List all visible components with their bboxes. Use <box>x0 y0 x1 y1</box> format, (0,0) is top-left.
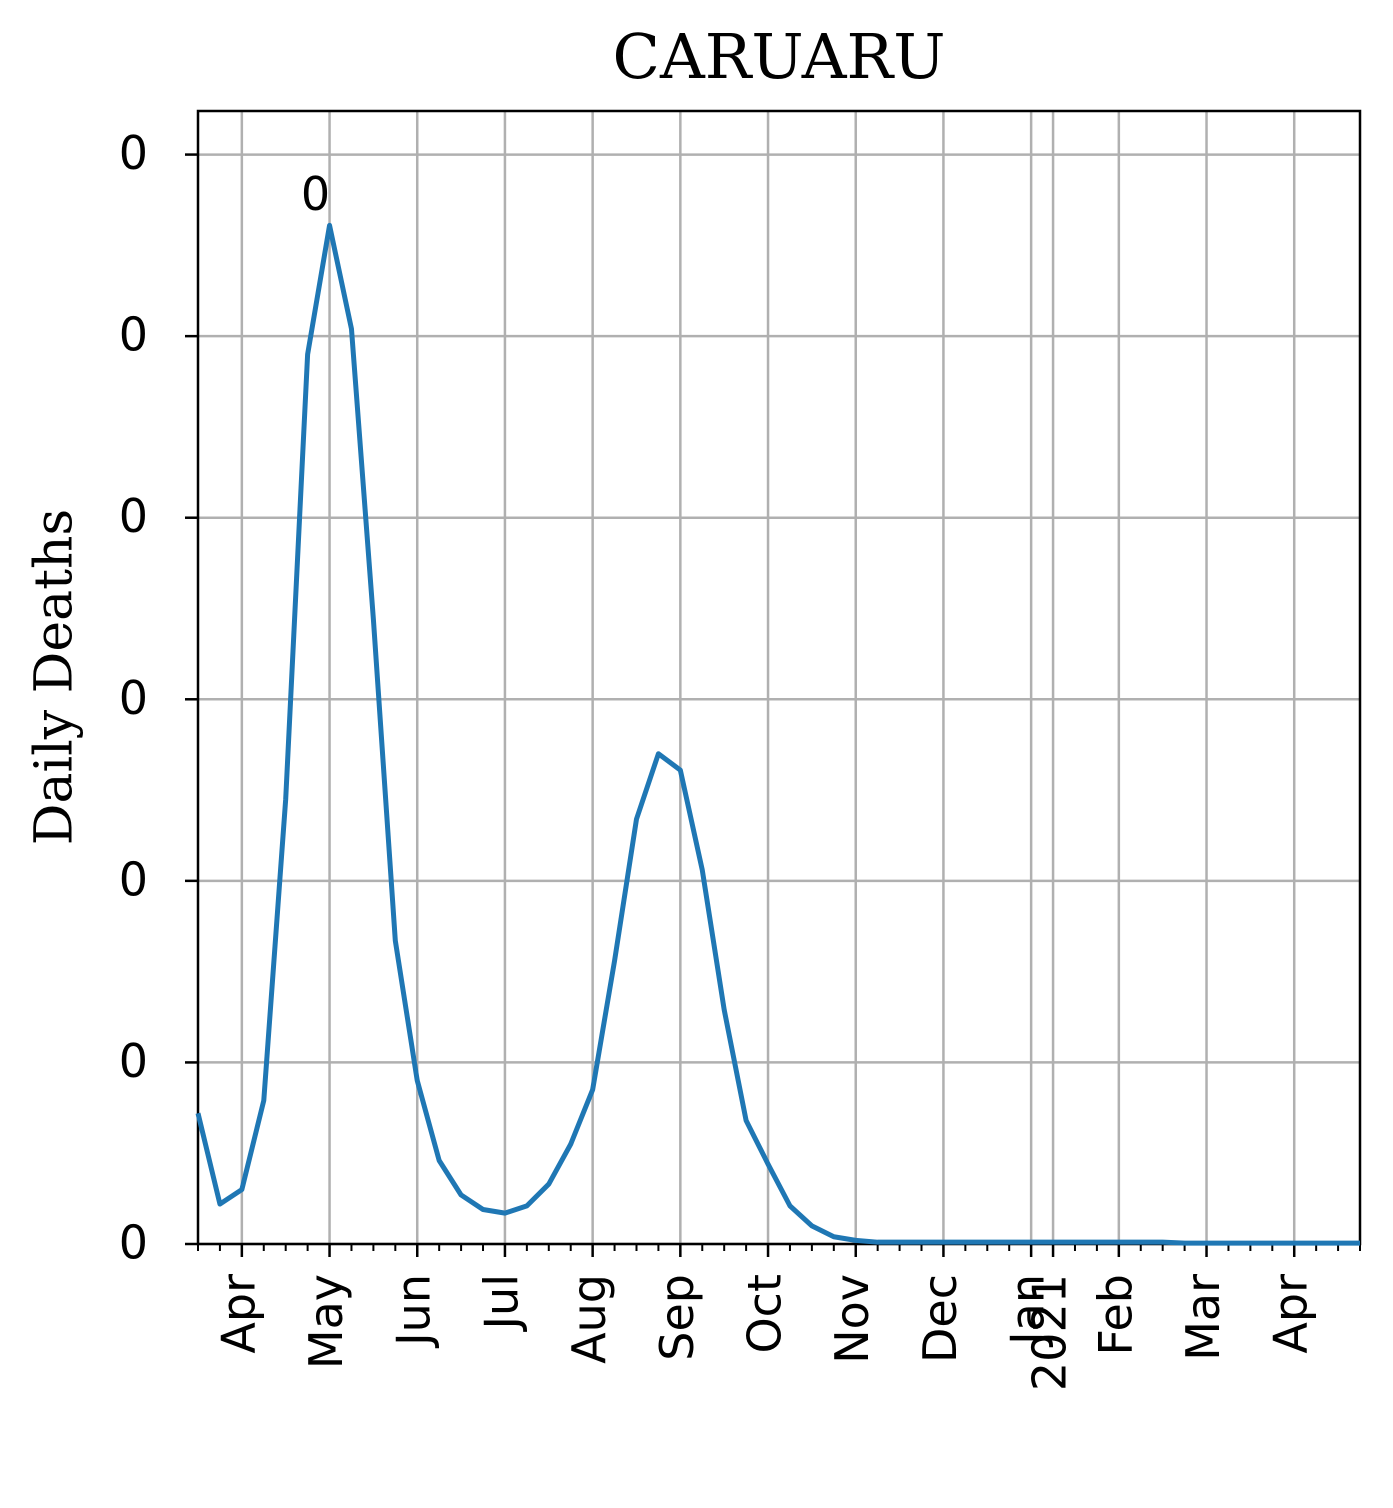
y-tick-label: 0 <box>119 852 148 906</box>
line-series <box>195 222 1360 1246</box>
x-tick-label: Nov <box>825 1274 879 1364</box>
y-tick-label: 0 <box>119 1216 148 1270</box>
x-tick-label: Feb <box>1088 1274 1142 1355</box>
x-tick-label: Dec <box>913 1274 967 1363</box>
y-axis-label: Daily Deaths <box>25 509 85 845</box>
y-tick-label: 0 <box>119 1034 148 1088</box>
y-tick-label: 0 <box>119 308 148 362</box>
y-tick-label: 0 <box>119 489 148 543</box>
chart-title: CARUARU <box>613 20 946 93</box>
x-tick-label: Apr <box>1264 1274 1318 1354</box>
x-tick-label: Jun <box>387 1274 441 1349</box>
x-tick-label: Aug <box>562 1274 616 1364</box>
plot-frame <box>196 109 1362 1246</box>
x-tick-label: Jan <box>1001 1274 1055 1348</box>
y-tick-label: 0 <box>119 126 148 180</box>
x-tick-label: May <box>299 1274 353 1369</box>
x-tick-label: Oct <box>738 1274 792 1354</box>
y-tick-label: 0 <box>119 671 148 725</box>
x-tick-label: Sep <box>650 1274 704 1361</box>
x-tick-label: Mar <box>1176 1274 1230 1361</box>
value-label: 0 <box>301 167 330 221</box>
x-tick-label: Apr <box>211 1274 265 1354</box>
x-tick-label: 2021 <box>1023 1274 1077 1391</box>
x-tick-label: Jul <box>474 1274 528 1333</box>
